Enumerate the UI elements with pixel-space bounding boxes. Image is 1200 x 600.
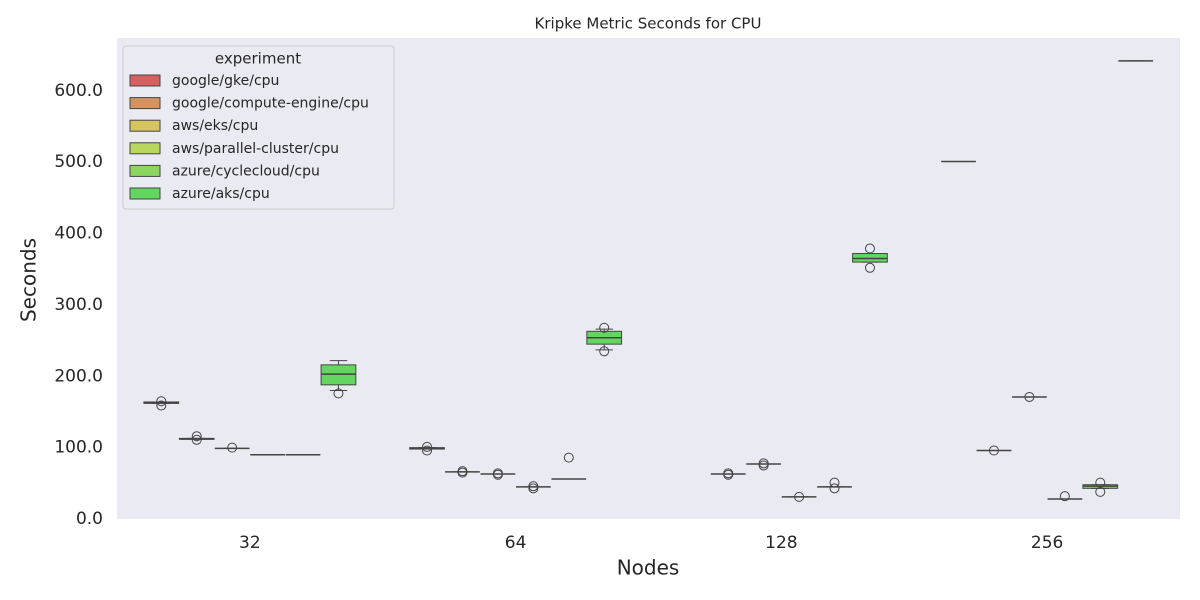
outlier: [191, 434, 202, 445]
outlier: [829, 483, 840, 494]
legend-label: google/gke/cpu: [172, 73, 279, 89]
legend-label: aws/eks/cpu: [172, 118, 258, 134]
outlier: [156, 400, 167, 411]
x-tick-label: 256: [1031, 533, 1063, 553]
outlier: [758, 460, 769, 471]
outlier: [599, 322, 610, 333]
y-tick-label: 300.0: [54, 295, 103, 315]
legend-label: google/compute-engine/cpu: [172, 96, 369, 112]
outlier: [528, 483, 539, 494]
y-tick-label: 0.0: [76, 509, 103, 529]
legend-swatch: [129, 74, 161, 87]
outlier: [864, 262, 875, 273]
y-tick-label: 100.0: [54, 438, 103, 458]
y-tick-label: 200.0: [54, 366, 103, 386]
legend-label: aws/parallel-cluster/cpu: [172, 141, 339, 157]
y-tick-label: 500.0: [54, 152, 103, 172]
legend-label: azure/aks/cpu: [172, 186, 270, 202]
legend-box: [122, 45, 395, 210]
legend-title: experiment: [215, 50, 301, 68]
legend-swatch: [129, 187, 161, 200]
outlier: [457, 467, 468, 478]
y-tick-label: 400.0: [54, 224, 103, 244]
outlier: [191, 431, 202, 442]
outlier: [563, 452, 574, 463]
y-axis-label: Seconds: [17, 238, 41, 322]
legend-label: azure/cyclecloud/cpu: [172, 163, 320, 179]
outlier: [492, 469, 503, 480]
outlier: [988, 445, 999, 456]
outlier: [227, 442, 238, 453]
outlier: [422, 441, 433, 452]
legend-swatch: [129, 164, 161, 177]
x-axis-label: Nodes: [617, 556, 680, 580]
outlier: [723, 469, 734, 480]
outlier: [1024, 391, 1035, 402]
legend-swatch: [129, 97, 161, 110]
outlier: [1059, 491, 1070, 502]
outlier: [599, 346, 610, 357]
outlier: [829, 477, 840, 488]
chart-title: Kripke Metric Seconds for CPU: [535, 15, 762, 33]
x-tick-label: 64: [505, 533, 527, 553]
x-tick-label: 32: [239, 533, 261, 553]
x-tick-label: 128: [765, 533, 797, 553]
outlier: [422, 445, 433, 456]
legend-swatch: [129, 142, 161, 155]
outlier: [794, 491, 805, 502]
y-tick-label: 600.0: [54, 81, 103, 101]
legend-swatch: [129, 119, 161, 132]
outlier: [864, 243, 875, 254]
outlier: [333, 388, 344, 399]
outlier: [156, 396, 167, 407]
outlier: [1095, 486, 1106, 497]
